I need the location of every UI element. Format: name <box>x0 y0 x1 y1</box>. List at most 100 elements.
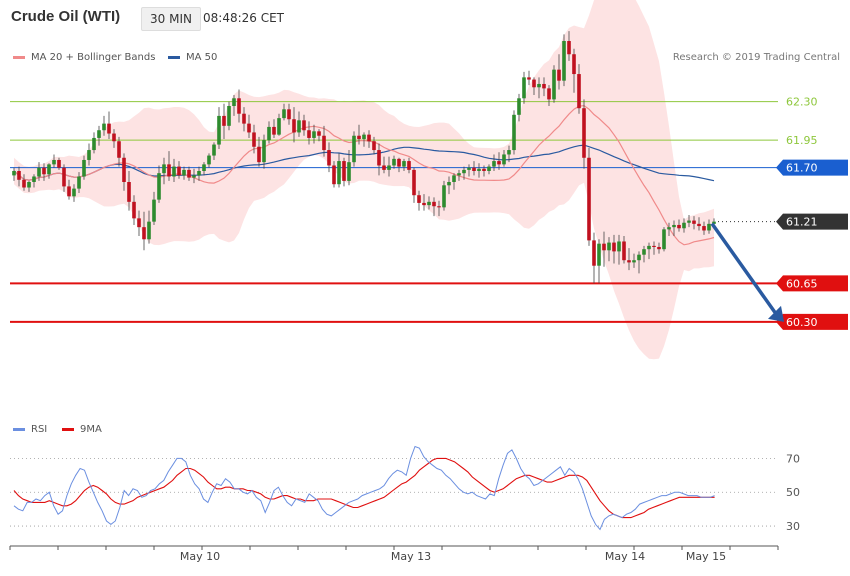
candle-body <box>267 126 271 141</box>
candle-body <box>392 158 396 166</box>
candle-body <box>107 123 111 134</box>
instrument-title: Crude Oil (WTI) <box>11 8 121 25</box>
candle-body <box>412 169 416 196</box>
candle-body <box>182 169 186 176</box>
candle-body <box>167 164 171 177</box>
candle-body <box>607 242 611 251</box>
candle-body <box>582 108 586 158</box>
candle-body <box>687 220 691 223</box>
candle-body <box>527 77 531 80</box>
forecast-arrow-head <box>768 305 784 322</box>
candle-body <box>332 165 336 185</box>
candle-body <box>367 134 371 142</box>
candle-body <box>207 155 211 165</box>
candle-body <box>522 77 526 99</box>
candle-body <box>632 260 636 263</box>
rsi-swatch <box>13 428 25 431</box>
candle-body <box>342 161 346 181</box>
candle-body <box>47 164 51 175</box>
candle-body <box>442 185 446 208</box>
rsi-9ma-line <box>13 457 715 519</box>
candle-body <box>712 221 716 224</box>
candle-body <box>552 69 556 100</box>
candle-body <box>397 158 401 167</box>
copyright-notice: Research © 2019 Trading Central <box>672 52 840 63</box>
legend-rsi: RSI <box>13 424 47 435</box>
candle-body <box>62 167 66 187</box>
candle-body <box>592 240 596 266</box>
x-tick-label: May 14 <box>605 550 645 563</box>
x-tick-label: May 13 <box>391 550 431 563</box>
ma50-line <box>13 144 715 182</box>
candle-body <box>372 141 376 151</box>
candle-body <box>32 176 36 182</box>
candle-body <box>72 188 76 197</box>
candle-body <box>352 135 356 163</box>
candle-body <box>532 79 536 88</box>
candle-body <box>297 120 301 133</box>
candle-body <box>317 131 321 136</box>
candle-body <box>17 170 21 180</box>
rsi-tick-label: 50 <box>786 486 800 499</box>
x-tick-label: May 10 <box>180 550 220 563</box>
candle-body <box>382 165 386 170</box>
candle-body <box>627 260 631 263</box>
candle-body <box>277 118 281 135</box>
legend-ma50-label: MA 50 <box>186 52 218 63</box>
legend-ma50: MA 50 <box>168 52 217 63</box>
candle-body <box>487 166 491 171</box>
candle-body <box>362 134 366 140</box>
candle-body <box>482 168 486 171</box>
candle-body <box>177 166 181 176</box>
candle-body <box>112 133 116 142</box>
candle-body <box>197 170 201 176</box>
candle-body <box>472 167 476 171</box>
candle-body <box>672 224 676 228</box>
candle-body <box>602 243 606 251</box>
candle-body <box>517 98 521 115</box>
candle-body <box>452 175 456 182</box>
candle-body <box>67 186 71 197</box>
candle-body <box>147 221 151 240</box>
interval-selector[interactable]: 30 MIN <box>141 7 201 31</box>
candle-body <box>22 179 26 188</box>
candle-body <box>37 167 41 177</box>
candle-body <box>537 83 541 88</box>
candle-body <box>257 146 261 163</box>
level-label-1: 61.95 <box>786 134 818 147</box>
candle-body <box>702 226 706 231</box>
candle-body <box>237 98 241 114</box>
candle-body <box>247 123 251 133</box>
candle-body <box>327 150 331 166</box>
candle-body <box>402 161 406 167</box>
candle-body <box>87 150 91 160</box>
candle-body <box>337 161 341 185</box>
candle-body <box>697 223 701 227</box>
candle-body <box>97 130 101 138</box>
candle-body <box>447 182 451 186</box>
candle-body <box>202 164 206 171</box>
candle-body <box>117 141 121 158</box>
level-tag-3 <box>776 275 848 292</box>
level-label-3: 60.65 <box>786 277 818 290</box>
candle-body <box>432 201 436 207</box>
candle-body <box>547 88 551 100</box>
x-tick-label: May 15 <box>686 550 726 563</box>
candle-body <box>667 227 671 230</box>
chart-header: Crude Oil (WTI) 30 MIN 08:48:26 CET <box>0 0 850 38</box>
candle-body <box>292 119 296 133</box>
candle-body <box>507 150 511 155</box>
candle-body <box>647 245 651 250</box>
candle-body <box>287 109 291 120</box>
last-price-label: 61.21 <box>786 216 818 229</box>
time-label: 08:48:26 CET <box>203 11 284 25</box>
legend-9ma-label: 9MA <box>80 424 102 435</box>
candle-body <box>92 137 96 151</box>
candle-body <box>57 159 61 168</box>
candle-body <box>42 167 46 175</box>
candle-body <box>212 144 216 156</box>
candle-body <box>347 162 351 181</box>
candle-body <box>262 140 266 163</box>
candle-body <box>217 115 221 145</box>
